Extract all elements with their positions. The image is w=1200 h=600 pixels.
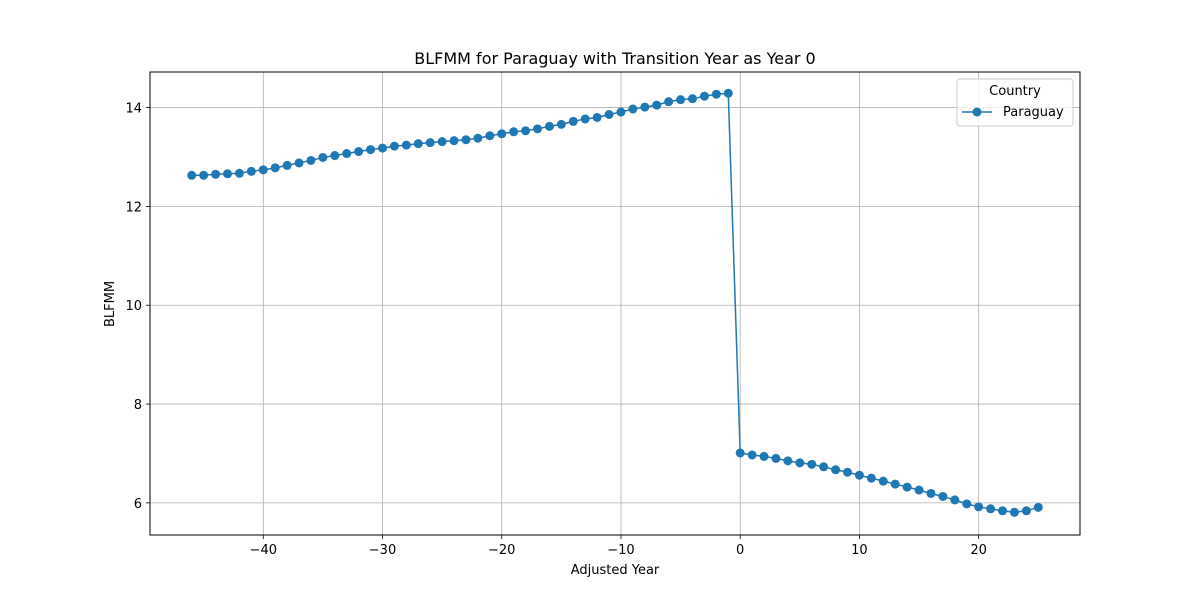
data-point bbox=[497, 129, 507, 139]
data-point bbox=[652, 100, 662, 110]
y-tick-label: 14 bbox=[125, 102, 142, 117]
data-point bbox=[616, 107, 626, 117]
data-point bbox=[819, 462, 829, 472]
data-point bbox=[986, 504, 996, 514]
data-point bbox=[890, 479, 900, 489]
data-point bbox=[413, 139, 423, 149]
x-tick-label: 0 bbox=[736, 543, 744, 558]
legend-title: Country bbox=[989, 84, 1041, 99]
data-point bbox=[866, 473, 876, 483]
data-point bbox=[688, 94, 697, 104]
data-point bbox=[544, 121, 554, 131]
data-point bbox=[211, 169, 221, 179]
x-tick-label: −30 bbox=[369, 543, 396, 558]
y-tick-label: 6 bbox=[134, 497, 142, 512]
y-axis-title: BLFMM bbox=[103, 281, 118, 327]
data-point bbox=[187, 170, 197, 180]
legend-series-label: Paraguay bbox=[1003, 105, 1064, 120]
data-point bbox=[199, 170, 209, 180]
data-point bbox=[234, 168, 244, 178]
data-point bbox=[556, 119, 566, 129]
data-point bbox=[747, 450, 757, 460]
data-point bbox=[246, 166, 256, 176]
data-point bbox=[926, 488, 936, 498]
data-point bbox=[389, 141, 399, 151]
data-point bbox=[354, 147, 364, 157]
x-tick-label: 10 bbox=[851, 543, 868, 558]
data-point bbox=[509, 127, 519, 137]
data-point bbox=[425, 138, 435, 148]
x-tick-label: 20 bbox=[970, 543, 987, 558]
data-point bbox=[580, 114, 590, 124]
data-point bbox=[258, 165, 268, 175]
data-point bbox=[449, 136, 459, 146]
data-point bbox=[485, 131, 495, 141]
data-point bbox=[759, 451, 769, 461]
data-point bbox=[723, 88, 733, 98]
data-point bbox=[342, 149, 352, 159]
series-layer bbox=[187, 88, 1043, 517]
data-point bbox=[998, 506, 1007, 516]
legend-series-marker bbox=[972, 107, 982, 117]
y-tick-label: 10 bbox=[125, 299, 142, 314]
data-point bbox=[902, 482, 912, 492]
data-point bbox=[735, 448, 745, 458]
data-point bbox=[795, 458, 805, 468]
data-point bbox=[223, 169, 232, 179]
data-point bbox=[878, 476, 888, 486]
y-axis: 6 8 10 12 14 bbox=[125, 102, 150, 512]
data-point bbox=[270, 163, 280, 173]
data-point bbox=[914, 485, 924, 495]
data-point bbox=[699, 91, 709, 101]
plot-frame bbox=[149, 71, 1081, 536]
data-point bbox=[628, 104, 638, 114]
x-axis-title: Adjusted Year bbox=[571, 563, 660, 578]
data-point bbox=[604, 110, 614, 119]
data-point bbox=[282, 160, 292, 170]
data-point bbox=[401, 140, 411, 150]
data-point bbox=[843, 467, 852, 477]
data-point bbox=[962, 499, 972, 509]
data-point bbox=[771, 453, 781, 463]
data-point bbox=[294, 158, 304, 168]
data-point bbox=[533, 124, 542, 134]
data-point bbox=[1033, 502, 1043, 512]
x-tick-label: −20 bbox=[488, 543, 515, 558]
chart-title: BLFMM for Paraguay with Transition Year … bbox=[414, 49, 815, 68]
data-point bbox=[330, 151, 340, 161]
data-point bbox=[831, 465, 841, 475]
data-point bbox=[783, 456, 793, 466]
x-axis: −40 −30 −20 −10 0 10 20 bbox=[250, 535, 987, 558]
data-point bbox=[1021, 506, 1031, 516]
data-point bbox=[854, 470, 864, 480]
data-point bbox=[318, 152, 328, 162]
data-point bbox=[807, 459, 817, 469]
x-tick-label: −10 bbox=[607, 543, 634, 558]
data-point bbox=[640, 102, 650, 112]
data-point bbox=[568, 116, 578, 126]
grid bbox=[150, 72, 1080, 535]
data-point bbox=[974, 502, 984, 512]
data-point bbox=[950, 495, 960, 505]
data-point bbox=[711, 89, 721, 99]
data-point bbox=[461, 135, 471, 145]
data-point bbox=[437, 137, 447, 147]
y-tick-label: 8 bbox=[134, 398, 142, 413]
data-point bbox=[1009, 507, 1019, 517]
data-point bbox=[664, 97, 674, 107]
data-point bbox=[366, 145, 376, 155]
data-point bbox=[473, 133, 483, 143]
legend-box bbox=[956, 78, 1074, 127]
y-tick-label: 12 bbox=[125, 200, 142, 215]
legend: Country Paraguay bbox=[956, 78, 1074, 127]
data-point bbox=[306, 155, 316, 165]
data-point bbox=[938, 491, 948, 501]
data-point bbox=[676, 95, 686, 105]
x-tick-label: −40 bbox=[250, 543, 277, 558]
data-point bbox=[378, 143, 387, 153]
data-point bbox=[521, 126, 531, 136]
data-point bbox=[592, 112, 602, 122]
